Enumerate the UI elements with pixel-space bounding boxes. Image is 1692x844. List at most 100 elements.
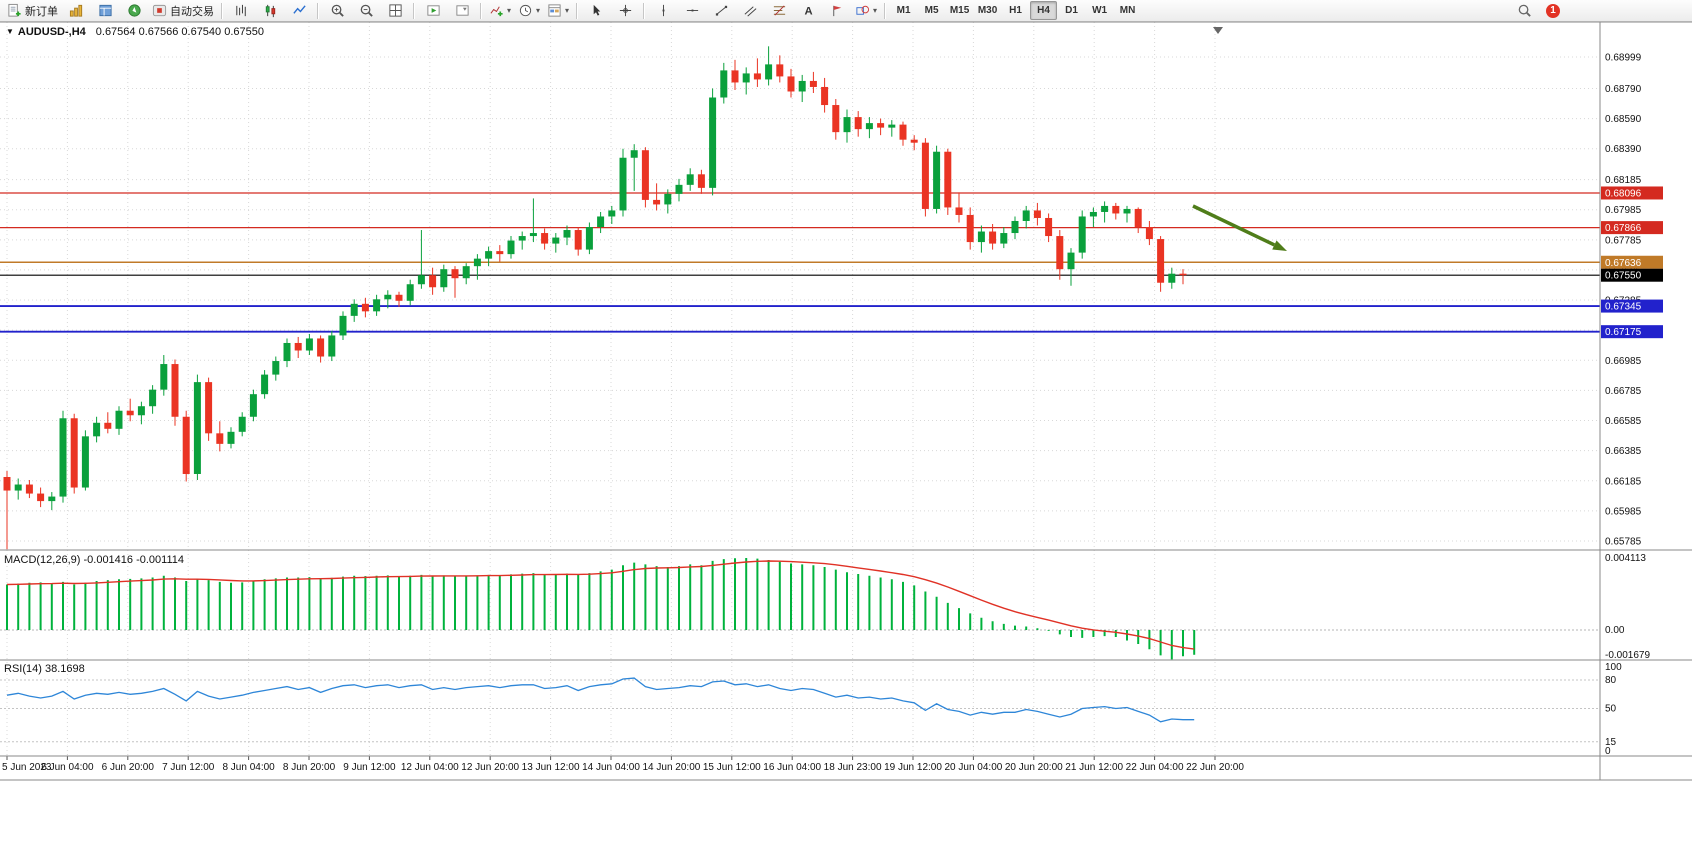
svg-text:0.004113: 0.004113 [1605,553,1646,564]
zoom-out-button[interactable] [352,0,380,21]
svg-text:12 Jun 04:00: 12 Jun 04:00 [401,762,459,773]
svg-text:8 Jun 04:00: 8 Jun 04:00 [222,762,275,773]
fibonacci-icon [773,5,785,16]
text-tool-icon: A [804,6,812,18]
svg-text:16 Jun 04:00: 16 Jun 04:00 [763,762,821,773]
indicators-icon [490,6,503,17]
chart-symbol-label: ▼ AUDUSD-,H4 0.67564 0.67566 0.67540 0.675… [6,26,264,38]
data-window-button[interactable] [91,0,119,21]
svg-text:7 Jun 12:00: 7 Jun 12:00 [162,762,215,773]
templates-button[interactable]: ▾ [544,0,572,21]
periods-button[interactable]: ▾ [515,0,543,21]
new-order-icon [8,3,21,17]
svg-text:0.66585: 0.66585 [1605,416,1642,427]
svg-text:0.68790: 0.68790 [1605,84,1642,95]
svg-text:0.67345: 0.67345 [1605,302,1642,313]
timeframe-m15-button[interactable]: M15 [949,5,970,16]
cursor-icon [593,4,600,16]
timeframe-w1-button[interactable]: W1 [1092,5,1108,16]
trendline-tool-button[interactable] [707,0,735,21]
autotrading-button[interactable]: 自动交易 [149,0,217,21]
panel-divider-macd[interactable] [0,548,1692,553]
auto-scroll-icon [426,5,440,16]
price-axis[interactable] [1600,22,1692,756]
zoom-in-button[interactable] [323,0,351,21]
vertical-line-tool-button[interactable] [649,0,677,21]
toolbar-separator [317,2,319,19]
toolbar-separator [643,2,646,19]
timeframe-h4-button[interactable]: H4 [1030,1,1058,20]
toolbar-separator [221,2,223,19]
candlestick-mode-button[interactable] [256,0,284,21]
svg-text:19 Jun 12:00: 19 Jun 12:00 [884,762,942,773]
timeframe-mn-button[interactable]: MN [1119,5,1136,16]
macd-signal-value: -0.001114 [136,554,185,566]
cursor-button[interactable] [582,0,610,21]
candlestick-icon [265,4,275,18]
timeframe-d1-button[interactable]: D1 [1065,5,1078,16]
chart-shift-button[interactable] [448,0,476,21]
timeframe-h1-button[interactable]: H1 [1009,5,1022,16]
horizontal-line-tool-button[interactable] [678,0,706,21]
label-tool-button[interactable] [823,0,851,21]
shapes-tool-button[interactable]: ▾ [852,0,880,21]
main-toolbar: 新订单 自动交易 [0,0,1692,22]
toolbar-separator [480,2,482,19]
search-button[interactable] [1510,0,1538,21]
macd-indicator-label: MACD(12,26,9) -0.001416 -0.001114 [4,554,184,566]
search-icon [1518,4,1531,17]
tile-windows-icon [388,4,402,17]
svg-text:0.67785: 0.67785 [1605,235,1642,246]
svg-text:15 Jun 12:00: 15 Jun 12:00 [703,762,761,773]
new-order-label: 新订单 [25,5,58,18]
market-watch-button[interactable] [62,0,90,21]
svg-text:0.68096: 0.68096 [1605,188,1642,199]
new-order-button[interactable]: 新订单 [4,0,61,21]
text-tool-button[interactable]: A [794,0,822,21]
svg-text:0.67636: 0.67636 [1605,258,1642,269]
rsi-value: 38.1698 [44,663,85,675]
crosshair-icon [619,4,631,17]
vertical-line-icon [662,4,664,17]
label-flag-icon [832,5,841,17]
tile-windows-button[interactable] [381,0,409,21]
svg-text:80: 80 [1605,675,1617,686]
svg-text:21 Jun 12:00: 21 Jun 12:00 [1065,762,1123,773]
bar-chart-mode-button[interactable] [227,0,255,21]
svg-text:0.67550: 0.67550 [1605,271,1642,282]
svg-text:0.67985: 0.67985 [1605,205,1642,216]
timeframe-m1-button[interactable]: M1 [896,5,911,16]
macd-main-value: -0.001416 [83,554,134,566]
horizontal-line-icon [686,9,698,12]
rsi-indicator-label: RSI(14) 38.1698 [4,663,85,675]
panel-divider-rsi[interactable] [0,658,1692,663]
zoom-in-icon [331,4,344,17]
crosshair-button[interactable] [611,0,639,21]
line-chart-mode-button[interactable] [285,0,313,21]
bar-chart-icon [235,4,246,17]
svg-text:6 Jun 04:00: 6 Jun 04:00 [41,762,94,773]
equidistant-channel-icon [744,6,756,17]
timeframe-m30-button[interactable]: M30 [977,5,998,16]
timeframe-m5-button[interactable]: M5 [924,5,939,16]
fibonacci-tool-button[interactable] [765,0,793,21]
indicators-button[interactable]: ▾ [486,0,514,21]
time-axis[interactable] [0,756,1600,780]
rsi-name: RSI(14) [4,663,42,675]
templates-icon [548,4,561,17]
svg-text:14 Jun 04:00: 14 Jun 04:00 [582,762,640,773]
notification-badge[interactable]: 1 [1546,3,1560,18]
navigator-icon [127,4,141,17]
svg-text:-0.001679: -0.001679 [1605,650,1650,661]
svg-text:22 Jun 20:00: 22 Jun 20:00 [1186,762,1244,773]
navigator-button[interactable] [120,0,148,21]
market-watch-icon [69,4,82,17]
auto-scroll-button[interactable] [419,0,447,21]
ohlc-quote-text: 0.67564 0.67566 0.67540 0.67550 [95,26,264,38]
chart-shift-icon [455,5,469,16]
channel-tool-button[interactable] [736,0,764,21]
symbol-period-text: AUDUSD-,H4 [17,26,86,38]
shapes-icon [856,5,870,15]
svg-text:0.66985: 0.66985 [1605,356,1642,367]
